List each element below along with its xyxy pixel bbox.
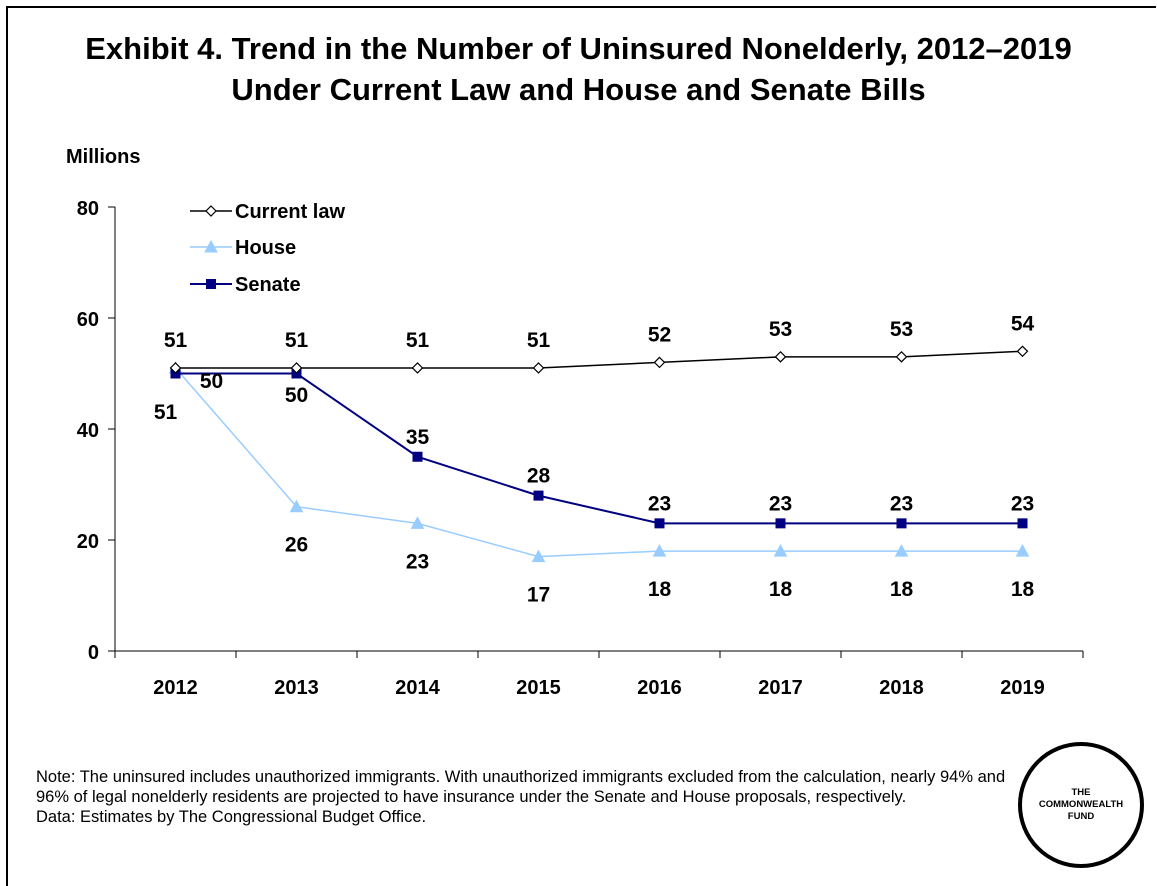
axes: 0 20 40 60 80 2012 2013 2014 2015 2016 2017 2018 201… bbox=[77, 198, 1084, 699]
data-point-house bbox=[1015, 544, 1030, 557]
logo-line3: FUND bbox=[1067, 811, 1095, 822]
series-current-law bbox=[169, 345, 1029, 374]
legend-label: Senate bbox=[235, 274, 301, 296]
data-label-senate: 23 bbox=[1011, 492, 1034, 515]
data-source-text: Data: Estimates by The Congressional Bud… bbox=[36, 808, 427, 826]
data-label-current-law: 51 bbox=[406, 329, 430, 352]
series-line-house bbox=[174, 367, 1023, 558]
data-point-current-law bbox=[774, 351, 787, 363]
data-point-house bbox=[652, 544, 667, 557]
chart-title: Exhibit 4. Trend in the Number of Uninsu… bbox=[0, 28, 1157, 110]
data-label-current-law: 54 bbox=[1011, 312, 1035, 335]
legend-marker bbox=[204, 239, 218, 253]
data-label-house: 18 bbox=[769, 578, 793, 601]
data-label-current-law: 51 bbox=[164, 329, 188, 352]
series-layer bbox=[168, 345, 1030, 563]
data-point-house bbox=[410, 516, 425, 529]
data-point-house bbox=[531, 549, 546, 563]
x-tick-label: 2012 bbox=[153, 677, 198, 699]
data-label-senate: 50 bbox=[200, 370, 223, 393]
footnote: Note: The uninsured includes unauthorize… bbox=[36, 767, 1016, 827]
legend-label: Current law bbox=[235, 201, 345, 223]
commonwealth-fund-logo: THE COMMONWEALTH FUND bbox=[1018, 742, 1144, 868]
data-label-house: 23 bbox=[406, 550, 429, 573]
data-label-senate: 28 bbox=[527, 465, 551, 488]
legend-item-senate: Senate bbox=[190, 274, 301, 296]
data-labels: 51 51 51 51 52 53 53 54 51 26 23 17 18 18 18 18 50 50 35 28… bbox=[154, 312, 1035, 606]
legend-marker bbox=[206, 279, 216, 289]
x-tick-label: 2014 bbox=[395, 677, 440, 699]
data-point-house bbox=[289, 499, 304, 513]
data-point-current-law bbox=[895, 351, 908, 363]
data-point-senate bbox=[775, 518, 786, 529]
logo-line1: THE bbox=[1071, 787, 1091, 798]
data-label-house: 18 bbox=[648, 578, 672, 601]
legend-label: House bbox=[235, 237, 296, 259]
x-tick-label: 2016 bbox=[637, 677, 682, 699]
x-tick-label: 2015 bbox=[516, 677, 561, 699]
legend-item-current-law: Current law bbox=[190, 201, 345, 223]
series-line-senate bbox=[175, 372, 1023, 525]
data-point-current-law bbox=[411, 362, 424, 374]
data-point-senate bbox=[1017, 518, 1028, 529]
x-tick-label: 2018 bbox=[879, 677, 924, 699]
data-point-senate bbox=[654, 518, 665, 529]
y-tick-label: 40 bbox=[77, 420, 99, 442]
data-point-senate bbox=[896, 518, 907, 529]
data-point-senate bbox=[412, 451, 423, 462]
chart-title-line1: Exhibit 4. Trend in the Number of Uninsu… bbox=[85, 31, 1072, 66]
x-tick-label: 2013 bbox=[274, 677, 319, 699]
data-point-current-law bbox=[532, 362, 545, 374]
data-point-current-law bbox=[1016, 345, 1029, 358]
data-label-current-law: 52 bbox=[648, 323, 671, 346]
x-tick-label: 2019 bbox=[1000, 677, 1045, 699]
chart-frame bbox=[6, 6, 1156, 886]
y-tick-label: 20 bbox=[77, 531, 99, 553]
data-label-senate: 50 bbox=[285, 384, 308, 407]
data-point-current-law bbox=[290, 362, 303, 374]
data-label-senate: 35 bbox=[406, 426, 430, 449]
data-label-house: 18 bbox=[890, 578, 914, 601]
data-label-current-law: 51 bbox=[285, 329, 309, 352]
x-tick-label: 2017 bbox=[758, 677, 803, 699]
logo-line2: COMMONWEALTH bbox=[1038, 799, 1124, 810]
data-point-house bbox=[894, 544, 909, 557]
data-label-house: 26 bbox=[285, 534, 308, 557]
data-label-house: 51 bbox=[154, 401, 178, 424]
data-label-current-law: 53 bbox=[890, 318, 913, 341]
y-axis-label: Millions bbox=[66, 146, 140, 168]
data-point-current-law bbox=[169, 362, 182, 374]
note-text: Note: The uninsured includes unauthorize… bbox=[36, 768, 1006, 806]
y-tick-label: 60 bbox=[77, 309, 99, 331]
data-point-senate bbox=[533, 490, 544, 501]
data-label-current-law: 51 bbox=[527, 329, 551, 352]
data-label-senate: 23 bbox=[890, 492, 913, 515]
y-tick-label: 80 bbox=[77, 198, 99, 220]
data-point-current-law bbox=[653, 356, 666, 369]
data-label-senate: 23 bbox=[769, 492, 792, 515]
legend-item-house: House bbox=[190, 237, 296, 259]
data-label-senate: 23 bbox=[648, 492, 671, 515]
legend: Current law House Senate bbox=[190, 201, 345, 296]
data-label-house: 18 bbox=[1011, 578, 1035, 601]
legend-marker bbox=[205, 205, 217, 217]
data-point-house bbox=[773, 544, 788, 557]
chart-title-line2: Under Current Law and House and Senate B… bbox=[231, 72, 926, 107]
series-line-current-law bbox=[175, 350, 1023, 369]
data-label-current-law: 53 bbox=[769, 318, 792, 341]
y-tick-label: 0 bbox=[88, 642, 99, 664]
data-label-house: 17 bbox=[527, 584, 550, 607]
